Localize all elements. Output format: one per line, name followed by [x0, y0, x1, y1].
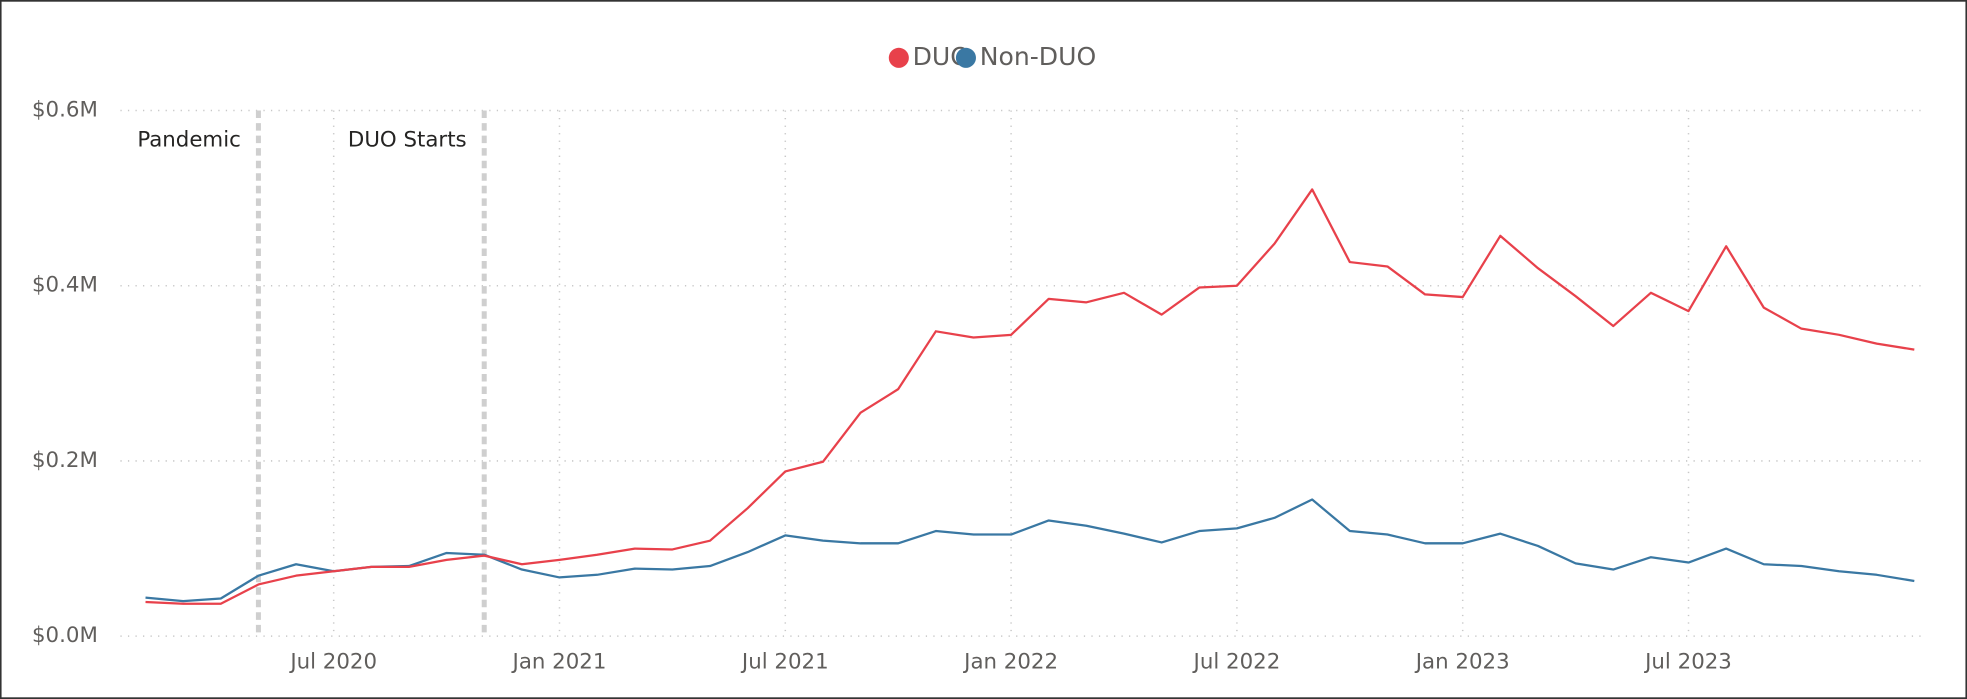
y-tick-label: $0.6M [32, 98, 98, 123]
annotation-label: Pandemic [137, 128, 241, 153]
x-tick-label: Jul 2020 [288, 649, 377, 674]
series-line [145, 498, 1915, 603]
y-tick-label: $0.2M [32, 448, 98, 473]
y-tick-label: $0.0M [32, 623, 98, 648]
x-tick-label: Jul 2022 [1192, 649, 1281, 674]
x-tick-label: Jul 2021 [740, 649, 829, 674]
series-line [145, 188, 1915, 605]
annotation-label: DUO Starts [348, 128, 467, 153]
x-tick-label: Jan 2023 [1414, 649, 1510, 674]
legend-label: Non-DUO [980, 42, 1096, 71]
x-tick-label: Jan 2021 [511, 649, 607, 674]
x-tick-label: Jul 2023 [1643, 649, 1732, 674]
legend-marker [955, 47, 976, 68]
y-tick-label: $0.4M [32, 273, 98, 298]
legend-marker [888, 47, 909, 68]
x-tick-label: Jan 2022 [962, 649, 1058, 674]
